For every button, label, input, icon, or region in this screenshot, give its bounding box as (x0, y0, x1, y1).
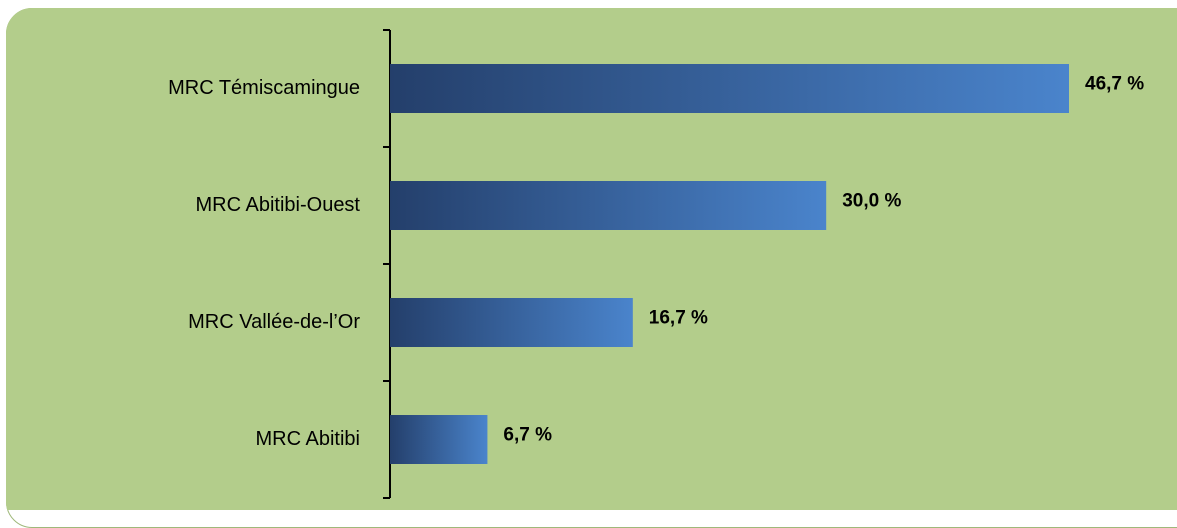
labels: MRC Témiscamingue 46,7 % MRC Abitibi-Ouest… (168, 74, 1144, 450)
value-label: 46,7 % (1085, 74, 1144, 95)
category-label: MRC Abitibi (256, 428, 360, 450)
value-label: 30,0 % (842, 191, 901, 212)
category-label: MRC Vallée-de-l’Or (188, 311, 360, 333)
bar (390, 415, 488, 464)
value-label: 16,7 % (649, 308, 708, 329)
bar (390, 298, 633, 347)
bar-chart: MRC Témiscamingue 46,7 % MRC Abitibi-Ouest… (6, 8, 1177, 510)
category-label: MRC Abitibi-Ouest (196, 194, 361, 216)
value-label: 6,7 % (503, 425, 552, 446)
bar (390, 64, 1069, 113)
bars (390, 64, 1069, 464)
chart-background (6, 8, 1177, 510)
bar (390, 181, 827, 230)
category-label: MRC Témiscamingue (168, 77, 360, 99)
